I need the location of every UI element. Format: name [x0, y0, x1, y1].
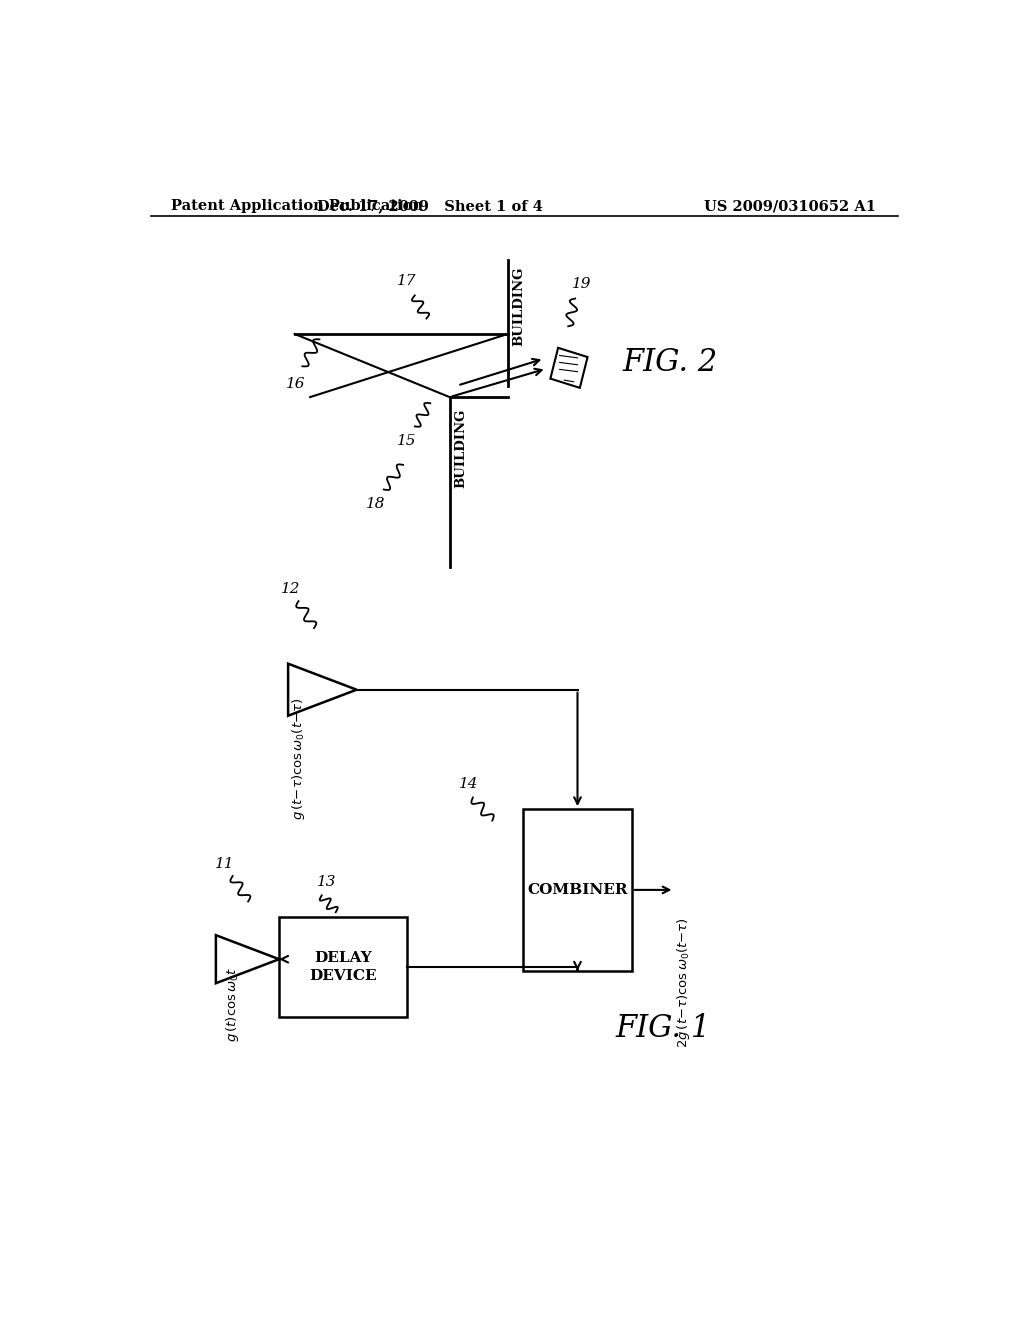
- Text: $g\,(t)\cos\omega_0 t$: $g\,(t)\cos\omega_0 t$: [224, 966, 241, 1043]
- Text: 12: 12: [281, 582, 300, 595]
- Text: 14: 14: [459, 777, 478, 792]
- Text: FIG. 2: FIG. 2: [623, 347, 718, 378]
- Text: FIG. 1: FIG. 1: [615, 1012, 711, 1044]
- Text: BUILDING: BUILDING: [512, 267, 525, 346]
- Text: 11: 11: [215, 857, 234, 871]
- Text: 16: 16: [287, 378, 306, 391]
- Text: US 2009/0310652 A1: US 2009/0310652 A1: [703, 199, 876, 213]
- Text: Patent Application Publication: Patent Application Publication: [171, 199, 423, 213]
- Text: COMBINER: COMBINER: [527, 883, 628, 896]
- Text: 15: 15: [397, 434, 417, 447]
- Text: DELAY
DEVICE: DELAY DEVICE: [309, 950, 377, 983]
- Text: $2g\,(t{-}\tau)\cos\omega_0(t{-}\tau)$: $2g\,(t{-}\tau)\cos\omega_0(t{-}\tau)$: [675, 917, 692, 1048]
- Bar: [523, 809, 632, 970]
- Text: $g\,(t{-}\tau)\cos\omega_0(t{-}\tau)$: $g\,(t{-}\tau)\cos\omega_0(t{-}\tau)$: [290, 697, 307, 820]
- Text: BUILDING: BUILDING: [455, 409, 467, 488]
- Text: 18: 18: [367, 498, 386, 511]
- Bar: [280, 917, 407, 1016]
- Text: 19: 19: [571, 277, 591, 290]
- Text: 13: 13: [316, 875, 336, 890]
- Text: 17: 17: [397, 273, 417, 288]
- Text: Dec. 17, 2009   Sheet 1 of 4: Dec. 17, 2009 Sheet 1 of 4: [317, 199, 543, 213]
